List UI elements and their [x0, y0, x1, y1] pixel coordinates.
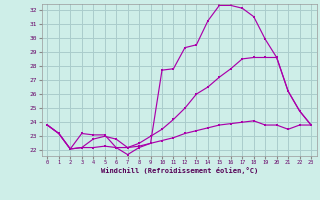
X-axis label: Windchill (Refroidissement éolien,°C): Windchill (Refroidissement éolien,°C) [100, 167, 258, 174]
